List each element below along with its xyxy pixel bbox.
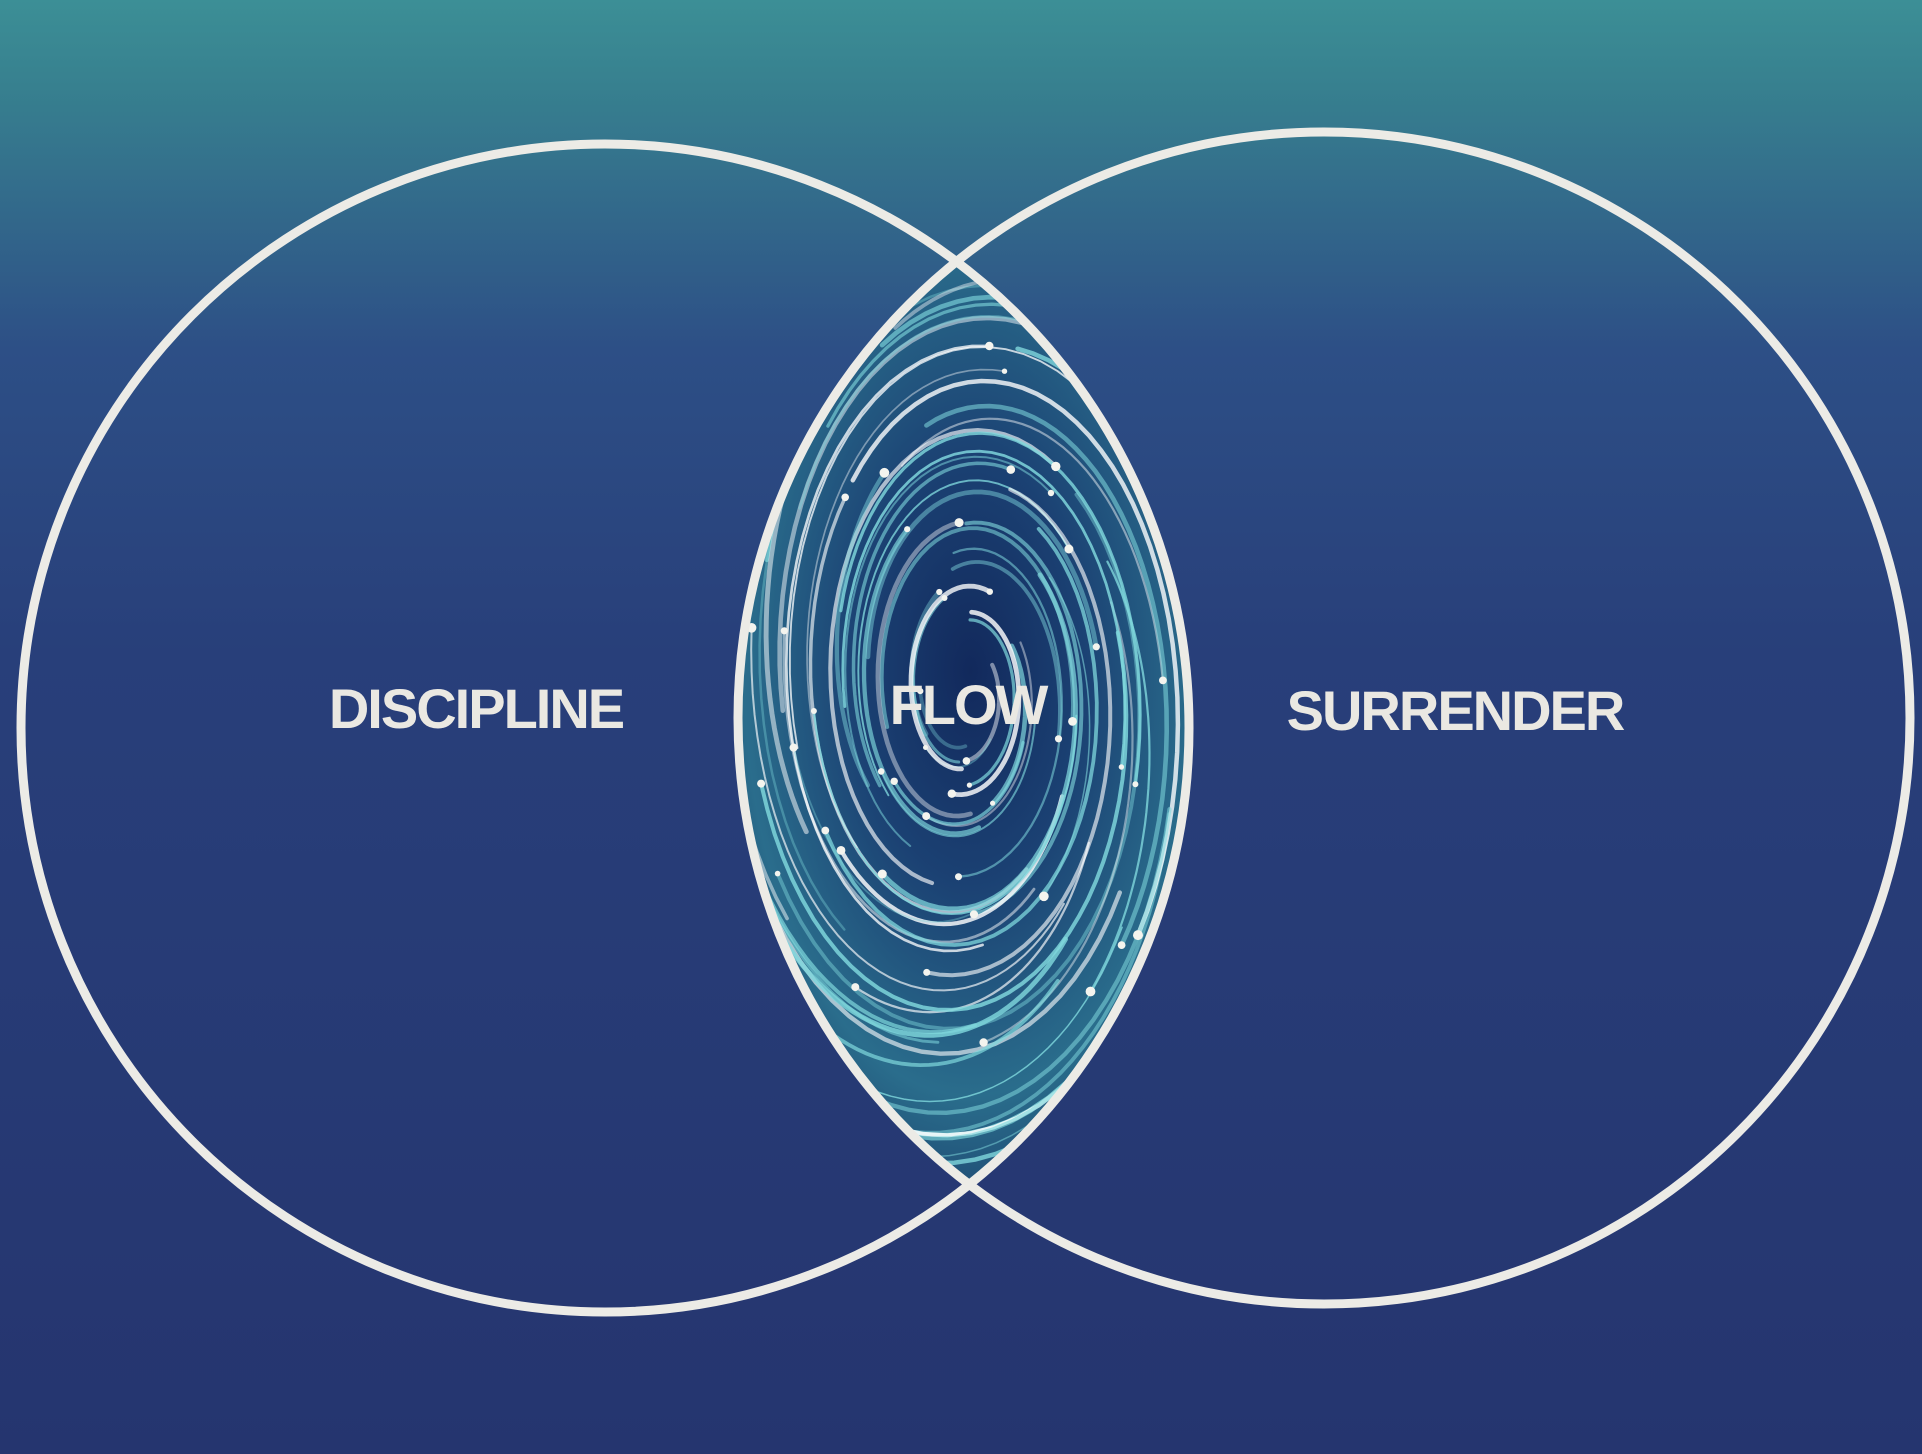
swirl-streak xyxy=(964,520,1084,917)
swirl-streak xyxy=(792,746,985,923)
swirl-streak xyxy=(952,547,1063,878)
swirl-particle xyxy=(774,870,781,877)
swirl-streak xyxy=(812,709,1078,916)
swirl-particle xyxy=(1159,676,1167,685)
surrender-circle xyxy=(733,127,1915,1309)
swirl-particle xyxy=(955,873,962,881)
swirl-particle xyxy=(985,341,994,351)
swirl-streak xyxy=(925,641,1033,828)
swirl-particle xyxy=(941,595,948,601)
swirl-particle xyxy=(1054,735,1063,743)
swirl-particle xyxy=(821,826,830,835)
surrender-label: SURRENDER xyxy=(1287,679,1625,742)
swirl-particle xyxy=(917,688,924,695)
swirl-streak xyxy=(908,583,993,772)
swirl-particle xyxy=(1001,368,1008,374)
swirl-streak xyxy=(900,417,1164,682)
swirl-streak xyxy=(880,711,1037,838)
swirl-particles xyxy=(738,209,1172,1167)
swirl-particle xyxy=(877,869,887,879)
swirl-particle xyxy=(954,518,964,528)
swirl-particle xyxy=(890,777,898,785)
swirl-particle xyxy=(904,526,911,533)
swirl-particle xyxy=(789,743,798,752)
flow-label: FLOW xyxy=(890,673,1049,736)
swirl-particle xyxy=(1085,986,1096,997)
swirl-particle xyxy=(1133,930,1143,941)
swirl-streak xyxy=(892,740,1025,826)
swirl-streak xyxy=(865,489,1099,660)
swirl-streak xyxy=(784,344,991,953)
swirl-streak xyxy=(850,378,1181,938)
swirl-particle xyxy=(923,745,928,750)
swirl-streak xyxy=(949,609,1022,797)
discipline-label: DISCIPLINE xyxy=(329,677,624,740)
swirl-particle xyxy=(969,910,979,919)
swirl-particle xyxy=(923,968,931,976)
swirl-streak xyxy=(967,618,1016,787)
discipline-circle xyxy=(16,139,1194,1317)
swirl-streak xyxy=(861,527,982,836)
swirl-particle xyxy=(922,812,931,821)
swirl-streak xyxy=(841,449,1127,769)
swirl-particle xyxy=(879,467,890,478)
swirl-streak xyxy=(950,560,1062,741)
swirl-streak xyxy=(759,630,1129,1012)
swirl-particle xyxy=(966,782,973,788)
swirl-particle xyxy=(757,779,766,788)
swirl-streak xyxy=(879,572,1078,912)
swirl-streak xyxy=(854,841,1090,1014)
swirl-particle xyxy=(1117,941,1126,949)
swirl-streak xyxy=(844,455,1052,847)
swirl-particle xyxy=(1092,643,1100,651)
swirl-streak xyxy=(750,881,1068,1038)
swirl-particle xyxy=(877,768,885,775)
swirl-streak xyxy=(834,470,887,788)
swirl-streak xyxy=(918,689,968,750)
swirl-particle xyxy=(851,983,860,992)
swirl-particle xyxy=(1047,489,1055,497)
swirl-streak xyxy=(924,487,1113,978)
swirl-particle xyxy=(962,757,971,765)
swirl-particle xyxy=(986,588,993,595)
swirl-particle xyxy=(810,708,817,714)
swirl-particle xyxy=(1051,461,1061,472)
swirl-particle xyxy=(947,789,956,798)
swirl-particle xyxy=(936,588,943,596)
swirl-particle xyxy=(836,846,846,855)
swirl-particle xyxy=(979,1038,988,1047)
swirl-streak xyxy=(823,527,1099,947)
swirl-particle xyxy=(1068,717,1077,726)
swirl-particle xyxy=(1132,781,1139,788)
swirl-streak xyxy=(964,662,1002,763)
swirl-particle xyxy=(1064,544,1074,554)
swirl-streak xyxy=(750,626,1065,992)
swirl-particle xyxy=(1006,465,1016,474)
swirl-streak xyxy=(806,368,1006,849)
swirl-streak xyxy=(875,520,973,819)
swirl-streak xyxy=(828,428,1058,886)
swirl-particle xyxy=(990,800,996,806)
swirl-particle xyxy=(841,493,849,502)
swirl-particle xyxy=(780,627,788,635)
swirl-particle xyxy=(1118,764,1125,770)
swirl-particle xyxy=(1039,891,1049,902)
swirl-streak xyxy=(924,403,1170,948)
swirl-streak xyxy=(839,431,1142,786)
swirl-streak xyxy=(738,633,1172,1115)
swirl-streak xyxy=(851,461,1013,788)
